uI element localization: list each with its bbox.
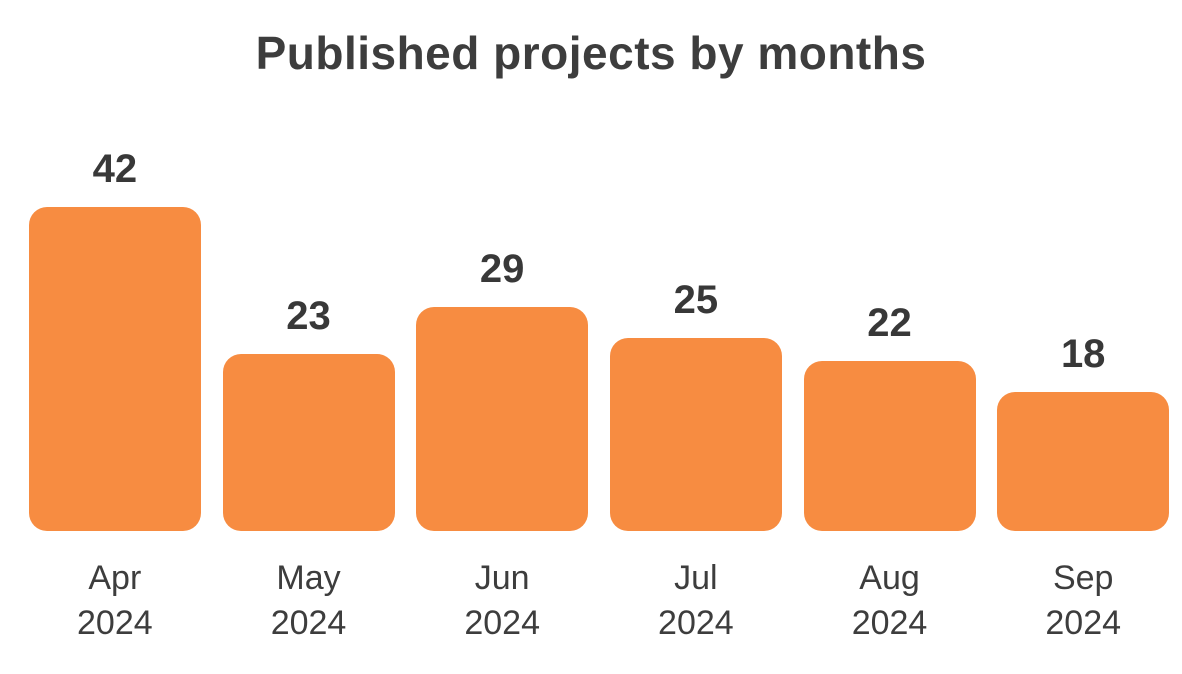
bar <box>997 392 1170 531</box>
bar <box>609 338 782 531</box>
x-axis-label: Sep 2024 <box>1045 559 1122 642</box>
x-axis-label: Jun 2024 <box>464 559 540 642</box>
x-axis-label: Apr 2024 <box>77 559 153 642</box>
x-axis-label: May 2024 <box>270 559 347 642</box>
bar-value-label: 29 <box>479 247 525 291</box>
bar-group: 22 <box>793 300 987 531</box>
bar <box>416 307 589 531</box>
bar-chart-plot: 42 23 29 25 22 18 <box>0 81 1182 531</box>
bar-group: 42 <box>18 146 212 531</box>
bar <box>222 354 395 531</box>
bar-group: 29 <box>405 246 599 531</box>
x-axis-label: Aug 2024 <box>851 559 928 642</box>
bar <box>28 207 201 531</box>
bar-group: 25 <box>599 277 793 531</box>
bar <box>803 361 976 531</box>
bar-group: 23 <box>212 293 406 531</box>
x-axis: Apr 2024 May 2024 Jun 2024 Jul 2024 Aug 2024… <box>0 556 1182 646</box>
bar-value-label: 23 <box>286 294 331 338</box>
bar-group: 18 <box>986 331 1180 531</box>
bar-value-label: 42 <box>92 147 138 191</box>
bar-value-label: 22 <box>867 301 912 345</box>
bar-value-label: 18 <box>1060 332 1106 376</box>
x-axis-label: Jul 2024 <box>658 559 734 642</box>
bar-value-label: 25 <box>673 278 719 322</box>
chart-title: Published projects by months <box>255 27 927 79</box>
